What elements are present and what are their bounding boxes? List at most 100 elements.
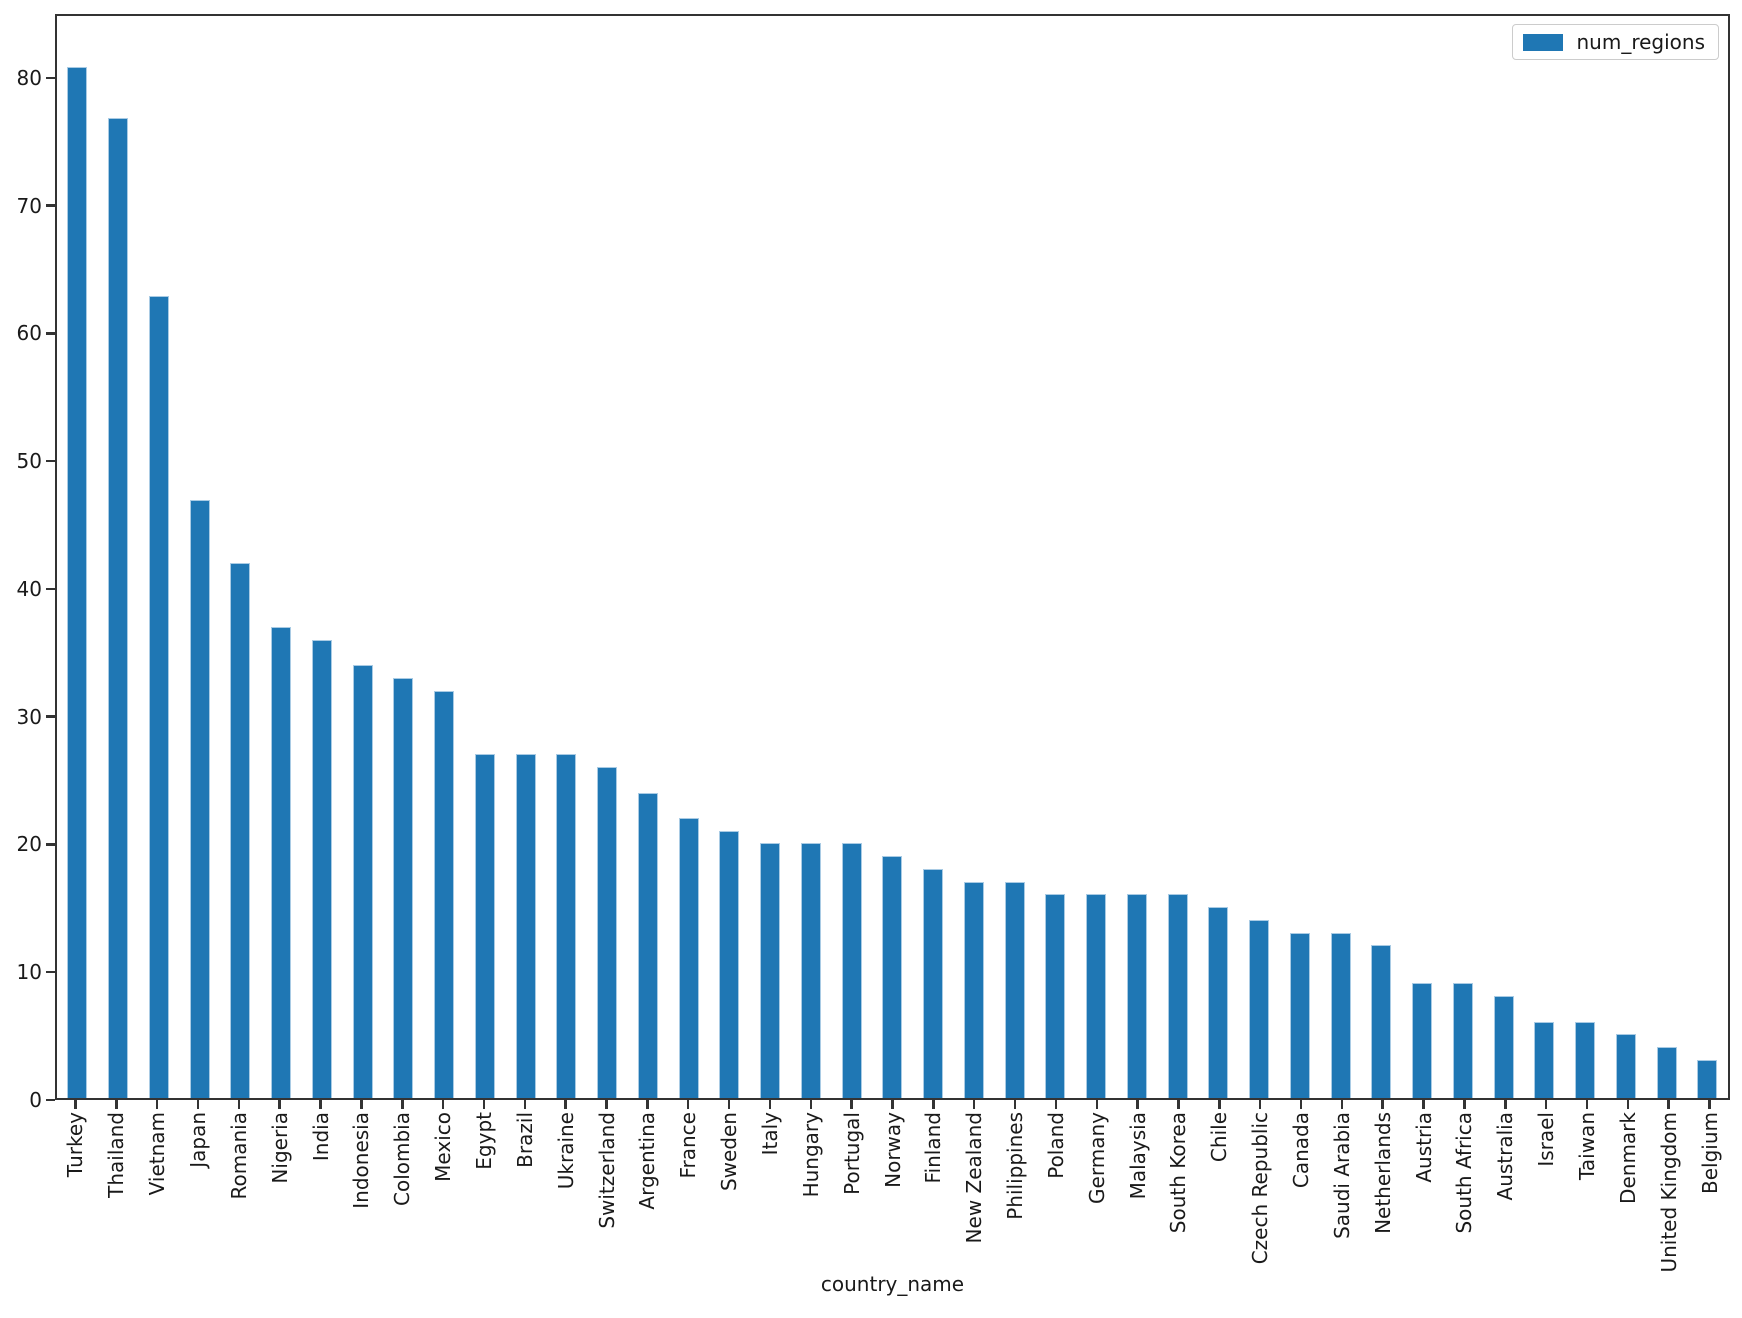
bar-denmark[interactable] — [1615, 1034, 1636, 1098]
x-tick-mark — [1013, 1100, 1017, 1109]
bar-turkey[interactable] — [67, 66, 88, 1098]
bar-japan[interactable] — [189, 499, 210, 1098]
bar-india[interactable] — [311, 639, 332, 1098]
x-tick-label-hungary: Hungary — [799, 1112, 823, 1197]
x-tick-mark — [1626, 1100, 1630, 1109]
bar-sweden[interactable] — [719, 830, 740, 1098]
bar-slot — [1280, 16, 1321, 1098]
bar-germany[interactable] — [1086, 894, 1107, 1098]
bar-netherlands[interactable] — [1371, 945, 1392, 1098]
bar-france[interactable] — [678, 817, 699, 1098]
bar-slot — [139, 16, 180, 1098]
x-tick-label-turkey: Turkey — [63, 1112, 87, 1177]
bar-vietnam[interactable] — [148, 296, 169, 1098]
bar-egypt[interactable] — [474, 754, 495, 1098]
x-tick-label-new-zealand: New Zealand — [962, 1112, 987, 1244]
x-tick-label-nigeria: Nigeria — [268, 1112, 292, 1184]
bar-slot — [1483, 16, 1524, 1098]
bar-thailand[interactable] — [108, 117, 129, 1098]
x-tick-label-text: Ukraine — [553, 1112, 578, 1190]
x-tick-mark — [564, 1100, 567, 1109]
bar-canada[interactable] — [1289, 932, 1310, 1098]
bar-slot — [1687, 16, 1728, 1098]
x-tick-label-japan: Japan — [186, 1112, 210, 1168]
x-tick-label-text: Finland — [921, 1112, 946, 1184]
x-tick-label-canada: Canada — [1289, 1112, 1313, 1188]
bar-indonesia[interactable] — [352, 665, 373, 1098]
bar-romania[interactable] — [230, 563, 251, 1098]
x-tick-label-text: Netherlands — [1370, 1112, 1395, 1234]
bar-slot — [424, 16, 465, 1098]
x-tick-mark — [646, 1100, 649, 1109]
bar-new-zealand[interactable] — [963, 881, 984, 1098]
legend[interactable]: num_regions — [1512, 24, 1719, 60]
x-tick-label-finland: Finland — [921, 1112, 946, 1184]
bar-argentina[interactable] — [637, 792, 658, 1098]
bar-malaysia[interactable] — [1126, 894, 1147, 1098]
x-tick-label-colombia: Colombia — [390, 1112, 414, 1206]
bar-chile[interactable] — [1208, 907, 1229, 1098]
x-axis-title: country_name — [820, 1272, 965, 1296]
bar-slot — [179, 16, 220, 1098]
bar-ukraine[interactable] — [556, 754, 577, 1098]
x-tick-label-sweden: Sweden — [717, 1112, 741, 1191]
bar-australia[interactable] — [1493, 996, 1514, 1098]
bar-finland[interactable] — [923, 868, 944, 1098]
bar-south-africa[interactable] — [1452, 983, 1473, 1098]
bar-israel[interactable] — [1534, 1021, 1555, 1098]
bar-hungary[interactable] — [800, 843, 821, 1098]
x-tick-label-text: Taiwan — [1575, 1112, 1599, 1181]
x-tick-label-text: Saudi Arabia — [1329, 1112, 1354, 1239]
x-tick-label-south-korea: South Korea — [1166, 1112, 1190, 1233]
x-tick-mark — [1504, 1100, 1507, 1109]
y-tick-label: 20 — [16, 832, 42, 857]
x-tick-label-chile: Chile — [1207, 1112, 1232, 1163]
x-tick-label-text: Australia — [1493, 1112, 1518, 1201]
bar-italy[interactable] — [760, 843, 781, 1098]
x-tick-mark — [605, 1100, 608, 1109]
bar-brazil[interactable] — [515, 754, 536, 1098]
bar-philippines[interactable] — [1004, 881, 1025, 1098]
x-tick-mark — [1667, 1100, 1670, 1109]
x-tick-label-text: United Kingdom — [1656, 1112, 1681, 1273]
bar-colombia[interactable] — [393, 677, 414, 1098]
x-tick-label-text: Indonesia — [349, 1112, 374, 1209]
bar-mexico[interactable] — [434, 690, 455, 1098]
bar-portugal[interactable] — [841, 843, 862, 1098]
x-tick-label-text: Philippines — [1003, 1112, 1028, 1220]
bar-slot — [1157, 16, 1198, 1098]
bar-norway[interactable] — [882, 856, 903, 1098]
bar-slot — [1443, 16, 1484, 1098]
x-tick-mark — [1422, 1100, 1425, 1109]
x-tick-label-italy: Italy — [758, 1112, 782, 1155]
x-tick-mark — [686, 1100, 690, 1109]
bar-united-kingdom[interactable] — [1656, 1047, 1677, 1098]
bar-slot — [505, 16, 546, 1098]
bar-slot — [709, 16, 750, 1098]
bar-belgium[interactable] — [1697, 1059, 1718, 1098]
bar-south-korea[interactable] — [1167, 894, 1188, 1098]
x-tick-label-czech-republic: Czech Republic — [1248, 1112, 1273, 1265]
bar-saudi-arabia[interactable] — [1330, 932, 1351, 1098]
x-tick-mark — [360, 1100, 363, 1109]
x-tick-mark — [401, 1100, 404, 1109]
y-tick-label: 80 — [16, 65, 42, 90]
y-tick-mark — [46, 76, 55, 80]
x-tick-label-text: Norway — [880, 1112, 905, 1188]
bar-taiwan[interactable] — [1575, 1021, 1596, 1098]
bar-czech-republic[interactable] — [1249, 919, 1270, 1098]
x-tick-label-text: Switzerland — [594, 1112, 619, 1229]
x-tick-label-text: New Zealand — [962, 1112, 987, 1244]
x-tick-label-text: Czech Republic — [1248, 1112, 1273, 1265]
x-tick-label-text: Chile — [1207, 1112, 1232, 1163]
x-tick-label-text: Egypt — [471, 1112, 496, 1170]
bar-nigeria[interactable] — [271, 627, 292, 1098]
x-tick-label-france: France — [676, 1112, 700, 1179]
bar-switzerland[interactable] — [597, 767, 618, 1098]
x-tick-mark — [1258, 1100, 1262, 1109]
bar-poland[interactable] — [1045, 894, 1066, 1098]
x-tick-label-austria: Austria — [1412, 1112, 1436, 1183]
bar-slot — [1076, 16, 1117, 1098]
bar-austria[interactable] — [1412, 983, 1433, 1098]
y-tick-label: 10 — [16, 960, 42, 985]
